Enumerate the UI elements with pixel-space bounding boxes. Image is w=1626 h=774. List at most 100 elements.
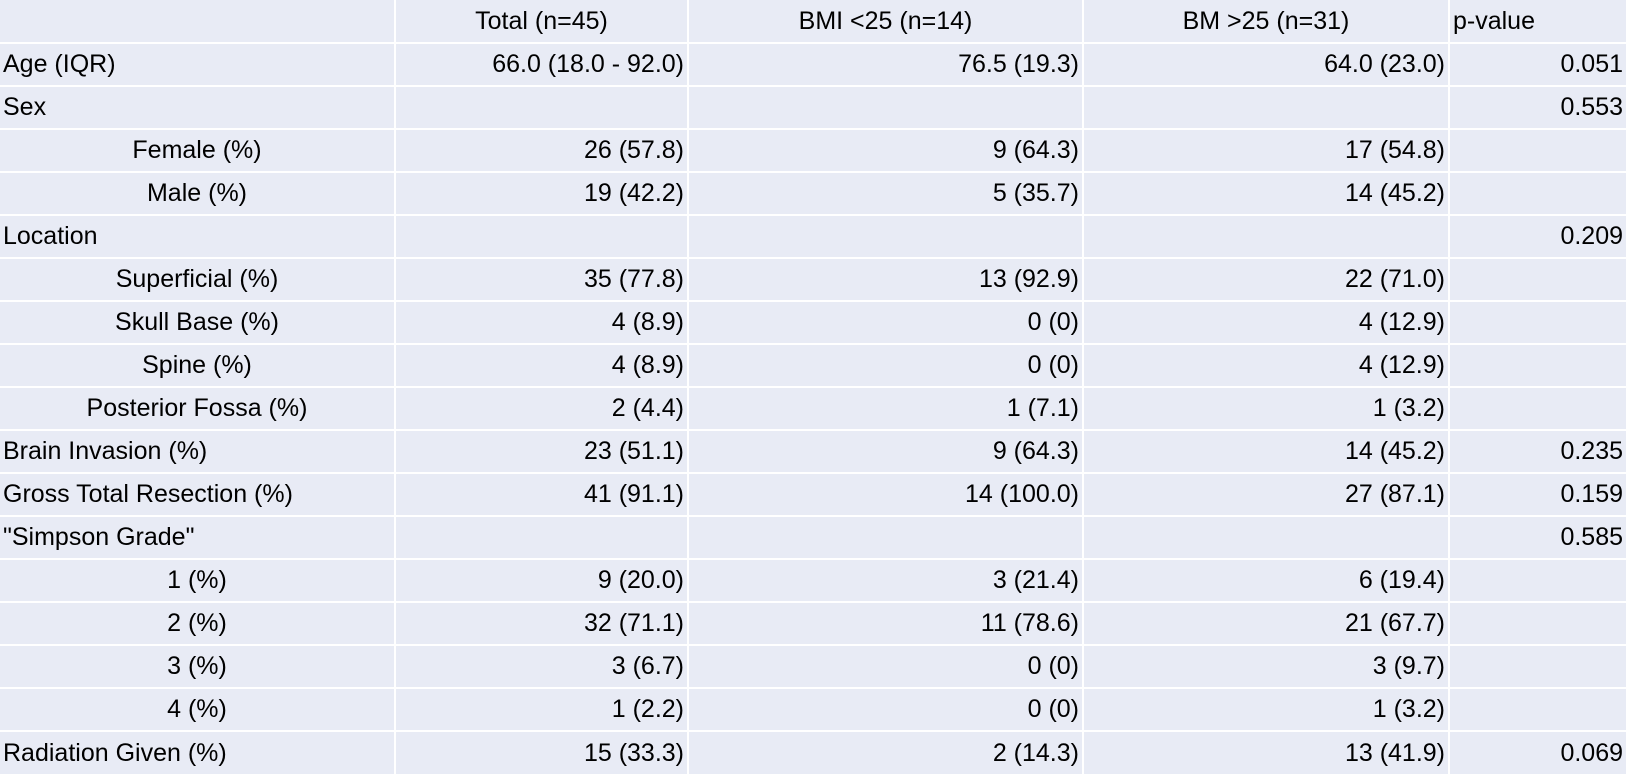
table-row: Gross Total Resection (%) 41 (91.1) 14 (10…	[0, 473, 1626, 517]
table-row: Posterior Fossa (%) 2 (4.4) 1 (7.1) 1 (3.2)	[0, 387, 1626, 431]
bmi-high-value: 21 (67.7)	[1083, 602, 1450, 646]
bmi-low-value: 0 (0)	[688, 645, 1084, 689]
p-value: 0.069	[1560, 738, 1623, 767]
header-bmi-low: BMI <25 (n=14)	[688, 0, 1084, 44]
total-value: 15 (33.3)	[395, 731, 689, 774]
total-value: 23 (51.1)	[395, 430, 689, 474]
row-label: 1 (%)	[0, 559, 396, 603]
total-value: 32 (71.1)	[395, 602, 689, 646]
bmi-low-value: 14 (100.0)	[688, 473, 1084, 517]
table-row: Location 0.209	[0, 215, 1626, 259]
row-label: Male (%)	[0, 172, 396, 216]
total-value: 26 (57.8)	[395, 129, 689, 173]
bmi-high-value	[1083, 215, 1450, 259]
bmi-low-value: 9 (64.3)	[688, 430, 1084, 474]
total-value: 41 (91.1)	[395, 473, 689, 517]
bmi-low-value	[688, 86, 1084, 130]
bmi-low-value: 3 (21.4)	[688, 559, 1084, 603]
bmi-high-value	[1083, 86, 1450, 130]
table-row: Spine (%) 4 (8.9) 0 (0) 4 (12.9)	[0, 344, 1626, 388]
bmi-high-value: 3 (9.7)	[1083, 645, 1450, 689]
p-value	[1449, 645, 1626, 689]
row-label: "Simpson Grade"	[0, 516, 396, 560]
header-label-cell	[0, 0, 396, 44]
table-row: Skull Base (%) 4 (8.9) 0 (0) 4 (12.9)	[0, 301, 1626, 345]
bmi-low-value: 13 (92.9)	[688, 258, 1084, 302]
total-value: 9 (20.0)	[395, 559, 689, 603]
p-value	[1449, 172, 1626, 216]
bmi-low-value: 11 (78.6)	[688, 602, 1084, 646]
bmi-low-value: 0 (0)	[688, 344, 1084, 388]
bmi-low-value: 0 (0)	[688, 301, 1084, 345]
p-value: 0.051	[1449, 43, 1626, 87]
bmi-high-value: 17 (54.8)	[1083, 129, 1450, 173]
bmi-low-value	[688, 215, 1084, 259]
table-row: Brain Invasion (%) 23 (51.1) 9 (64.3) 14 (4…	[0, 430, 1626, 474]
total-value: 35 (77.8)	[395, 258, 689, 302]
bmi-high-value: 64.0 (23.0)	[1083, 43, 1450, 87]
table-row: 3 (%) 3 (6.7) 0 (0) 3 (9.7)	[0, 645, 1626, 689]
header-bmi-high: BM >25 (n=31)	[1083, 0, 1450, 44]
header-row: Total (n=45) BMI <25 (n=14) BM >25 (n=31…	[0, 0, 1626, 44]
bmi-high-value: 14 (45.2)	[1083, 172, 1450, 216]
total-value: 4 (8.9)	[395, 301, 689, 345]
p-value	[1449, 559, 1626, 603]
row-label: Radiation Given (%)	[0, 731, 396, 774]
table-row: Superficial (%) 35 (77.8) 13 (92.9) 22 (71.…	[0, 258, 1626, 302]
row-label: Sex	[0, 86, 396, 130]
bmi-low-value: 9 (64.3)	[688, 129, 1084, 173]
bmi-high-value: 14 (45.2)	[1083, 430, 1450, 474]
table-row: 1 (%) 9 (20.0) 3 (21.4) 6 (19.4)	[0, 559, 1626, 603]
p-value	[1449, 602, 1626, 646]
p-value: 0.159	[1449, 473, 1626, 517]
p-value	[1449, 688, 1626, 732]
table-row: 2 (%) 32 (71.1) 11 (78.6) 21 (67.7)	[0, 602, 1626, 646]
row-label: Superficial (%)	[0, 258, 396, 302]
p-value: 0.209	[1449, 215, 1626, 259]
table-row: Age (IQR) 66.0 (18.0 - 92.0) 76.5 (19.3) 64…	[0, 43, 1626, 87]
total-value: 19 (42.2)	[395, 172, 689, 216]
bmi-high-value: 22 (71.0)	[1083, 258, 1450, 302]
bmi-low-value	[688, 516, 1084, 560]
row-label: Age (IQR)	[0, 43, 396, 87]
total-value	[395, 215, 689, 259]
table-row: Radiation Given (%) 15 (33.3) 2 (14.3) 13 (…	[0, 731, 1626, 774]
bmi-low-value: 1 (7.1)	[688, 387, 1084, 431]
p-value	[1449, 258, 1626, 302]
table-row: 4 (%) 1 (2.2) 0 (0) 1 (3.2)	[0, 688, 1626, 732]
bmi-high-value: 1 (3.2)	[1083, 387, 1450, 431]
row-label: 3 (%)	[0, 645, 396, 689]
bmi-high-value: 13 (41.9)	[1083, 731, 1450, 774]
bmi-high-value	[1083, 516, 1450, 560]
row-label: Gross Total Resection (%)	[0, 473, 396, 517]
total-value	[395, 516, 689, 560]
header-p-value: p-value	[1449, 0, 1626, 44]
table-row: Male (%) 19 (42.2) 5 (35.7) 14 (45.2)	[0, 172, 1626, 216]
table-row: Female (%) 26 (57.8) 9 (64.3) 17 (54.8)	[0, 129, 1626, 173]
total-value	[395, 86, 689, 130]
bmi-low-value: 76.5 (19.3)	[688, 43, 1084, 87]
total-value: 4 (8.9)	[395, 344, 689, 388]
p-value: 0.585	[1449, 516, 1626, 560]
bmi-high-value: 4 (12.9)	[1083, 344, 1450, 388]
bmi-low-value: 2 (14.3)	[688, 731, 1084, 774]
p-value	[1449, 129, 1626, 173]
header-total: Total (n=45)	[395, 0, 689, 44]
total-value: 1 (2.2)	[395, 688, 689, 732]
row-label: Skull Base (%)	[0, 301, 396, 345]
total-value: 3 (6.7)	[395, 645, 689, 689]
row-label: 2 (%)	[0, 602, 396, 646]
row-label: Posterior Fossa (%)	[0, 387, 396, 431]
bmi-high-value: 4 (12.9)	[1083, 301, 1450, 345]
row-label: Female (%)	[0, 129, 396, 173]
bmi-high-value: 6 (19.4)	[1083, 559, 1450, 603]
bmi-low-value: 5 (35.7)	[688, 172, 1084, 216]
p-value	[1449, 344, 1626, 388]
p-value	[1449, 301, 1626, 345]
bmi-high-value: 1 (3.2)	[1083, 688, 1450, 732]
bmi-high-value: 27 (87.1)	[1083, 473, 1450, 517]
row-label: Brain Invasion (%)	[0, 430, 396, 474]
p-value: 0.235	[1449, 430, 1626, 474]
bmi-low-value: 0 (0)	[688, 688, 1084, 732]
